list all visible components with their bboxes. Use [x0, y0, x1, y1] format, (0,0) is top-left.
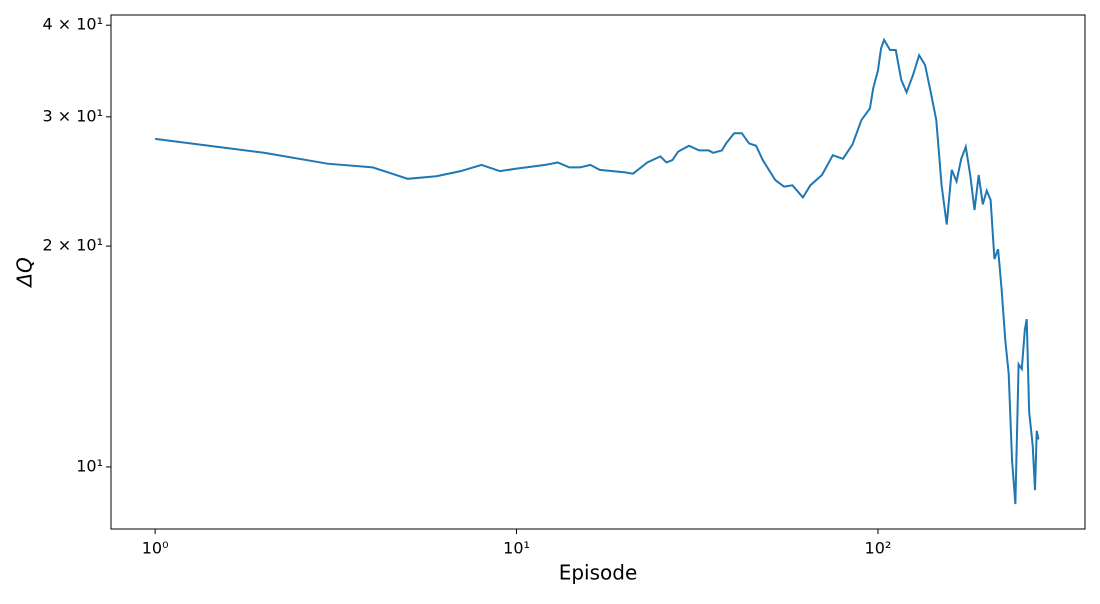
y-tick-label: 10¹ — [76, 456, 103, 475]
y-tick-label: 4 × 10¹ — [42, 15, 103, 34]
x-axis-label: Episode — [559, 561, 638, 585]
plot-frame — [110, 14, 1086, 530]
x-tick-label: 10² — [865, 539, 892, 558]
y-tick-label: 3 × 10¹ — [42, 106, 103, 125]
line — [154, 37, 1040, 505]
x-tick-label: 10¹ — [503, 539, 530, 558]
x-tick-label: 10⁰ — [142, 539, 169, 558]
y-tick-label: 2 × 10¹ — [42, 236, 103, 255]
y-axis-label: ΔQ — [13, 257, 37, 288]
